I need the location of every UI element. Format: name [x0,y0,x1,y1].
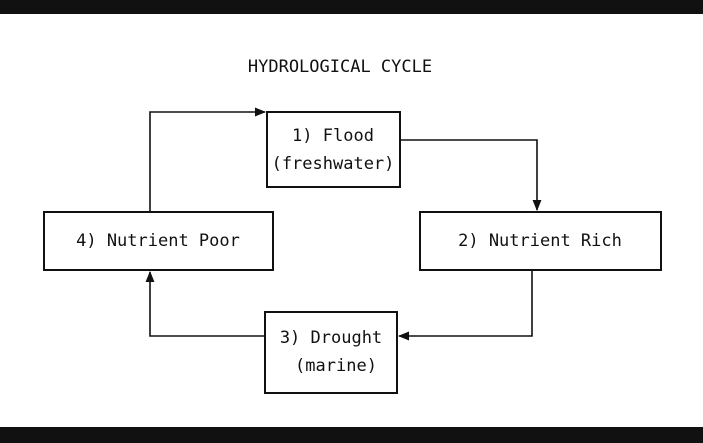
node-box [43,211,274,271]
arrow [400,139,542,212]
node-label: 3) Drought [280,328,382,348]
top-rule [0,0,703,14]
bottom-rule [0,427,703,443]
node-label: 4) Nutrient Poor [76,231,240,251]
node-box [419,211,662,271]
arrow [145,270,265,337]
node-label: 2) Nutrient Rich [458,231,622,251]
arrow [149,107,267,212]
node-box [266,111,401,188]
arrow [397,270,533,341]
node-box [264,311,398,394]
node-label: (freshwater) [272,154,395,174]
node-label: 1) Flood [292,126,374,146]
node-label: (marine) [295,356,377,376]
title: HYDROLOGICAL CYCLE [248,57,432,77]
